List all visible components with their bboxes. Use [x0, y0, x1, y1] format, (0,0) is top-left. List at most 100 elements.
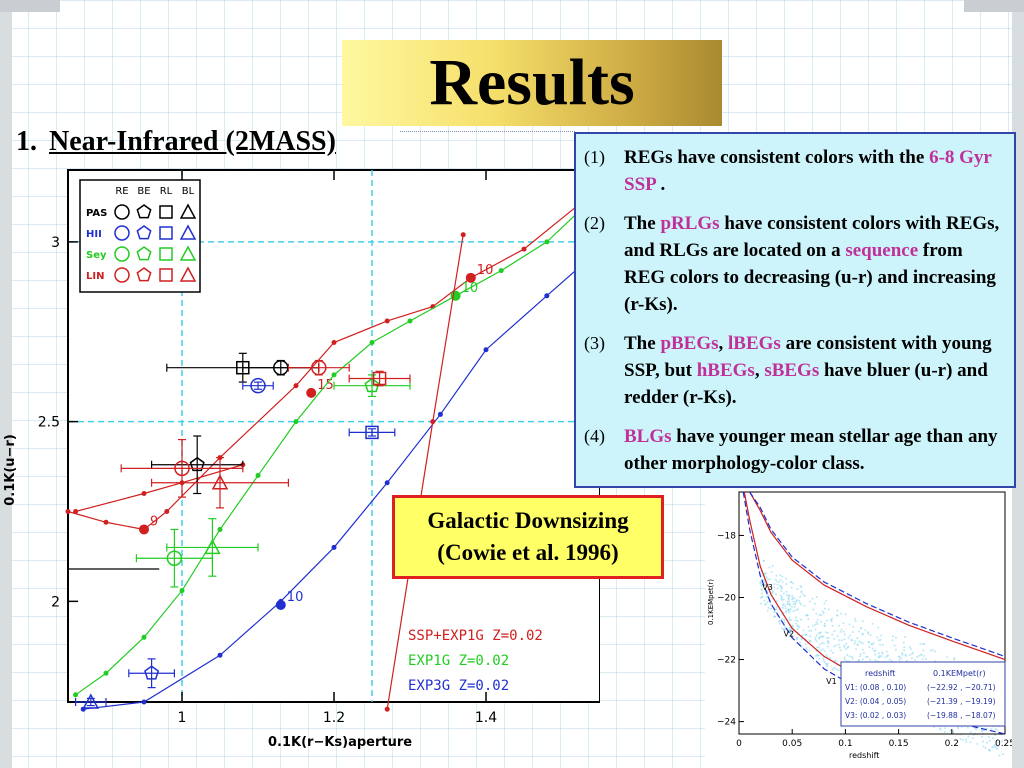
cloud-point — [803, 604, 806, 607]
square-marker — [365, 425, 379, 440]
cloud-point — [777, 581, 780, 584]
legend-row-label: PAS — [86, 208, 107, 219]
cloud-point — [996, 747, 999, 750]
cloud-point — [922, 649, 925, 652]
cloud-point — [776, 587, 779, 590]
galaxy-class-point — [242, 377, 274, 394]
cloud-point — [774, 578, 777, 581]
cloud-point — [840, 612, 843, 615]
cloud-point — [943, 730, 946, 733]
finding-item: (3) The pBEGs, lBEGs are consistent with … — [584, 330, 1004, 411]
age-label: 10 — [287, 590, 304, 605]
cloud-point — [763, 599, 766, 602]
cloud-point — [818, 643, 821, 646]
cloud-point — [869, 634, 872, 637]
cloud-point — [998, 754, 1001, 757]
cloud-point — [784, 604, 787, 607]
inset-frame — [738, 491, 1006, 735]
cloud-point — [789, 633, 792, 636]
cloud-point — [793, 597, 796, 600]
cloud-point — [833, 630, 836, 633]
cloud-point — [778, 622, 781, 625]
cloud-point — [987, 736, 990, 739]
cloud-point — [969, 731, 972, 734]
cloud-point — [877, 652, 880, 655]
cloud-point — [779, 584, 782, 587]
cloud-point — [787, 611, 790, 614]
cloud-point — [762, 560, 765, 563]
track-point — [483, 347, 489, 353]
color-color-plot: 1 1.2 1.4 2 2.5 3 0.1K(r−Ks)aperture 0.1K(u−r) 9… — [3, 169, 600, 750]
inset-x-tick-label: 0.15 — [889, 739, 909, 749]
inset-y-tick-label: −24 — [717, 718, 736, 728]
cloud-point — [903, 646, 906, 649]
cloud-point — [790, 580, 793, 583]
cloud-point — [795, 616, 798, 619]
legend-column-header: BL — [182, 186, 195, 197]
cloud-point — [788, 610, 791, 613]
cloud-point — [802, 593, 805, 596]
inset-x-tick-label: 0.25 — [995, 739, 1012, 749]
finding-segment: . — [655, 174, 666, 195]
galaxy-class-point — [166, 518, 259, 577]
track-point — [164, 508, 170, 514]
square-marker — [159, 247, 173, 261]
highlight-term: sequence — [845, 240, 919, 261]
track-point — [544, 293, 550, 299]
cloud-point — [916, 655, 919, 658]
cloud-point — [818, 637, 821, 640]
cloud-point — [779, 574, 782, 577]
cloud-point — [794, 619, 797, 622]
cloud-point — [788, 602, 791, 605]
cloud-point — [939, 727, 942, 730]
cloud-point — [848, 623, 851, 626]
cloud-point — [768, 578, 771, 581]
cloud-point — [824, 607, 827, 610]
cloud-point — [791, 624, 794, 627]
cloud-point — [813, 602, 816, 605]
cloud-point — [876, 636, 879, 639]
cloud-point — [811, 624, 814, 627]
cloud-point — [881, 651, 884, 654]
cloud-point — [879, 638, 882, 641]
track-point — [430, 419, 436, 425]
cloud-point — [809, 635, 812, 638]
x-axis-label: 0.1K(r−Ks)aperture — [268, 735, 412, 750]
cloud-point — [809, 639, 812, 642]
cloud-point — [780, 597, 783, 600]
cloud-point — [825, 636, 828, 639]
cloud-point — [833, 637, 836, 640]
cloud-point — [766, 609, 769, 612]
cloud-point — [804, 643, 807, 646]
cloud-point — [815, 596, 818, 599]
cloud-point — [826, 645, 829, 648]
table-header: redshift — [865, 669, 895, 678]
finding-segment: have consistent colors with REGs, and RL… — [624, 213, 1000, 261]
cloud-point — [874, 653, 877, 656]
cloud-point — [842, 622, 845, 625]
cloud-point — [829, 618, 832, 621]
cloud-point — [872, 641, 875, 644]
cloud-point — [798, 599, 801, 602]
cloud-point — [996, 745, 999, 748]
triangle-marker — [179, 245, 197, 261]
finding-item: (4) BLGs have younger mean stellar age th… — [584, 423, 1004, 477]
limit-curve — [749, 491, 1006, 658]
cloud-point — [771, 590, 774, 593]
cloud-point — [843, 644, 846, 647]
callout-line-1: Galactic Downsizing — [427, 508, 629, 533]
cloud-point — [779, 579, 782, 582]
inset-y-axis-label: 0.1KEMpet(r) — [707, 579, 715, 625]
cloud-point — [773, 611, 776, 614]
highlight-term: pRLGs — [660, 213, 720, 234]
table-cell: V2: (0.04 , 0.05) — [845, 697, 906, 706]
cloud-point — [827, 637, 830, 640]
cloud-point — [800, 585, 803, 588]
cloud-point — [785, 594, 788, 597]
left-border-strip — [0, 0, 12, 768]
cloud-point — [808, 649, 811, 652]
cloud-point — [818, 657, 821, 660]
cloud-point — [802, 629, 805, 632]
cloud-point — [821, 642, 824, 645]
cloud-point — [866, 655, 869, 658]
